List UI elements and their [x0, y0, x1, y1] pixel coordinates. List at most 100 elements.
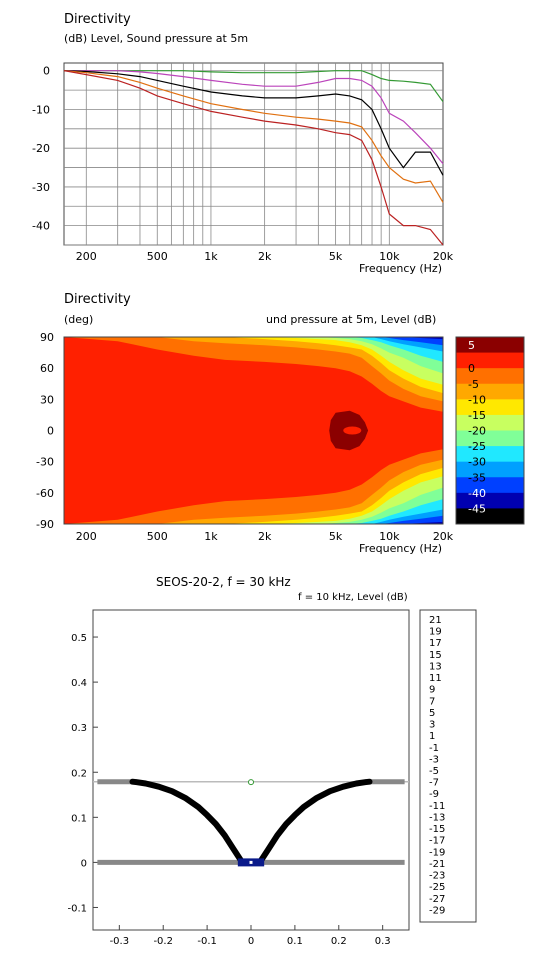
- colorbar-swatch: [456, 383, 524, 400]
- profile-right: [256, 778, 373, 866]
- legend-value: -1: [429, 743, 439, 754]
- colorbar-label: -45: [468, 502, 486, 515]
- y-tick-label: -10: [32, 103, 50, 116]
- colorbar-label: -35: [468, 471, 486, 484]
- series-line-3: [63, 70, 444, 203]
- chart2-subtitle: und pressure at 5m, Level (dB): [266, 313, 437, 326]
- y-tick-label: -60: [36, 487, 54, 500]
- heatmap-contours: [64, 337, 443, 524]
- x-tick-label: 0.2: [331, 936, 347, 947]
- legend-value: 5: [429, 708, 435, 719]
- colorbar-swatch: [456, 446, 524, 463]
- legend-value: -15: [429, 824, 445, 835]
- legend-value: 15: [429, 650, 442, 661]
- x-axis-label: Frequency (Hz): [359, 542, 442, 555]
- y-tick-label: 0.3: [71, 723, 87, 734]
- profile-chart: 0.5 0.4 0.3 0.2 0.1 0 -0.1 -0.3 -0.2 -0.1 0 0.1 0.2 0…: [67, 609, 477, 947]
- colorbar-swatch: [456, 477, 524, 494]
- throat-center: [249, 860, 253, 864]
- colorbar-swatch: [456, 461, 524, 478]
- legend-frame: [419, 609, 477, 923]
- colorbar-label: -40: [468, 487, 486, 500]
- x-tick-label: 1k: [204, 530, 218, 543]
- plot-area: [92, 609, 410, 931]
- y-tick-label: -0.1: [67, 903, 87, 914]
- x-tick-label: 20k: [433, 250, 454, 263]
- x-tick-label: 10k: [379, 250, 400, 263]
- x-tick-label: 20k: [433, 530, 454, 543]
- legend-value: 3: [429, 720, 435, 731]
- contour-band: [64, 337, 443, 412]
- x-tick-label: -0.1: [197, 936, 217, 947]
- y-tick-label: -90: [36, 518, 54, 531]
- legend-value: -27: [429, 894, 445, 905]
- x-tick-label: 0.1: [287, 936, 303, 947]
- colorbar-swatch: [456, 337, 524, 354]
- plot-frame: [63, 336, 444, 525]
- legend-value: -25: [429, 882, 445, 893]
- colorbar-swatch: [456, 492, 524, 509]
- legend-value: -23: [429, 871, 445, 882]
- y-tick-label: 90: [40, 331, 54, 344]
- colorbar-swatch: [456, 430, 524, 447]
- y-tick-label: -30: [36, 456, 54, 469]
- line-chart: 0 -10 -20 -30 -40 200 500 1k 2k 5k 10k 20kFrequency…: [32, 62, 454, 275]
- colorbar-swatch: [456, 352, 524, 369]
- y-tick-label: 0.1: [71, 813, 87, 824]
- contour-band: [64, 449, 443, 524]
- x-tick-label: 1k: [204, 250, 218, 263]
- colorbar-label: -30: [468, 456, 486, 469]
- legend-value: 9: [429, 685, 435, 696]
- x-tick-label: -0.2: [153, 936, 173, 947]
- heatmap-chart: 90 60 30 0 -30 -60 -90 200 500 1k 2k 5k 10k 20kFreque…: [36, 331, 525, 555]
- colorbar-label: -10: [468, 393, 486, 406]
- legend-value: -5: [429, 766, 439, 777]
- x-tick-label: 200: [76, 530, 97, 543]
- y-tick-label: 0: [43, 65, 50, 78]
- legend-value: 17: [429, 638, 442, 649]
- legend-value: 13: [429, 661, 442, 672]
- legend-value: 19: [429, 627, 442, 638]
- colorbar-label: -25: [468, 440, 486, 453]
- y-tick-label: 0.2: [71, 768, 87, 779]
- chart2-title: Directivity: [64, 292, 131, 307]
- colorbar-swatch: [456, 508, 524, 525]
- legend-value: -7: [429, 778, 439, 789]
- chart1-title: Directivity: [64, 12, 131, 27]
- x-tick-label: 0.3: [375, 936, 391, 947]
- series-line-0: [64, 70, 444, 103]
- x-tick-label: 2k: [258, 530, 272, 543]
- colorbar-label: -20: [468, 425, 486, 438]
- contour-band: [343, 426, 362, 435]
- y-tick-label: 0.4: [71, 678, 87, 689]
- reference-marker: [248, 779, 254, 786]
- contour-band: [381, 337, 443, 346]
- y-tick-label: 0: [47, 425, 54, 438]
- colorbar-swatch: [456, 399, 524, 416]
- y-tick-label: 0: [81, 858, 87, 869]
- series-line-2: [63, 70, 444, 176]
- x-tick-label: 2k: [258, 250, 272, 263]
- chart1-subtitle: (dB) Level, Sound pressure at 5m: [64, 32, 249, 45]
- x-tick-label: 10k: [379, 530, 400, 543]
- legend-value: 1: [429, 731, 435, 742]
- colorbar-swatch: [456, 368, 524, 385]
- contour-band: [403, 337, 443, 340]
- colorbar-swatch: [456, 414, 524, 431]
- colorbar-frame: [455, 336, 525, 525]
- y-tick-label: -20: [32, 142, 50, 155]
- legend-value: -21: [429, 859, 445, 870]
- x-axis-label: Frequency (Hz): [359, 262, 442, 275]
- chart2-ylabel: (deg): [64, 313, 94, 326]
- legend-value: 7: [429, 696, 435, 707]
- y-tick-label: 0.5: [71, 633, 87, 644]
- colorbar-label: 5: [468, 339, 475, 352]
- legend-value: 21: [429, 615, 442, 626]
- legend-value: -29: [429, 905, 445, 916]
- legend-value: 11: [429, 673, 442, 684]
- legend-value: -17: [429, 836, 445, 847]
- legend-value: -19: [429, 847, 445, 858]
- x-tick-label: 0: [248, 936, 254, 947]
- series-line-1: [64, 70, 444, 165]
- chart3-title: SEOS-20-2, f = 30 kHz: [156, 575, 291, 589]
